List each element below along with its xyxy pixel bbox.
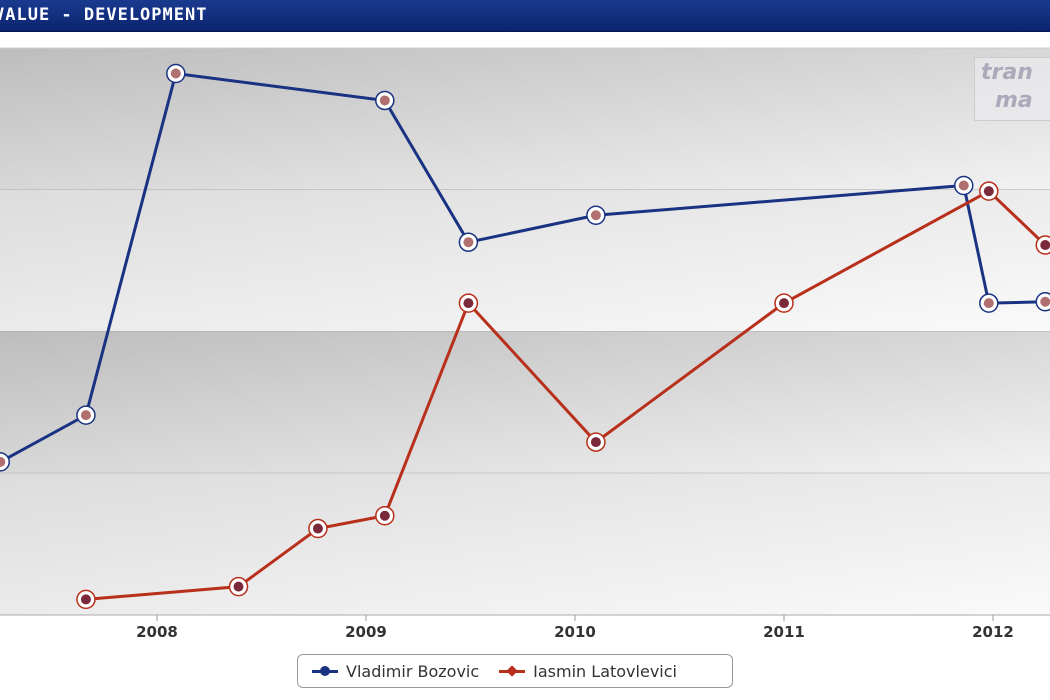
data-point-club-crest-icon: [586, 432, 606, 452]
x-tick-label: 2011: [763, 623, 805, 641]
data-point-club-crest-icon: [458, 293, 479, 313]
x-tick-label: 2009: [345, 623, 387, 641]
data-point-club-crest-icon: [1035, 235, 1050, 255]
crest-core: [590, 437, 601, 448]
data-point-club-crest-icon: [228, 576, 249, 597]
crest-core: [233, 581, 244, 592]
crest-core: [312, 523, 323, 534]
data-point-club-crest-icon: [586, 205, 606, 226]
x-tick-label: 2008: [136, 623, 178, 641]
crest-core: [80, 594, 91, 605]
legend-marker-icon: [499, 665, 526, 677]
legend-label: Vladimir Bozovic: [346, 661, 480, 681]
crest-core: [463, 237, 474, 248]
legend-label: Iasmin Latovlevici: [533, 661, 677, 681]
chart-title: VALUE - DEVELOPMENT: [0, 5, 208, 25]
crest-core: [0, 456, 6, 467]
data-point-club-crest-icon: [375, 506, 395, 526]
data-point-club-crest-icon: [166, 63, 186, 84]
crest-core: [379, 510, 390, 521]
legend-marker-icon: [312, 666, 338, 676]
x-tick-label: 2012: [972, 623, 1014, 641]
plot-band: [0, 331, 1050, 474]
logo-line1: tran: [981, 60, 1033, 85]
data-point-club-crest-icon: [774, 293, 794, 313]
data-point-club-crest-icon: [979, 181, 999, 201]
legend-item-latovlevici[interactable]: Iasmin Latovlevici: [499, 662, 677, 681]
data-point-club-crest-icon: [1035, 291, 1050, 312]
crest-core: [590, 210, 601, 221]
plot-band: [0, 189, 1050, 332]
data-point-club-crest-icon: [375, 90, 395, 111]
data-point-club-crest-icon: [953, 175, 974, 196]
crest-core: [1040, 240, 1050, 251]
crest-core: [983, 186, 994, 197]
crest-core: [170, 68, 181, 79]
crest-core: [1040, 296, 1050, 307]
crest-core: [463, 298, 474, 309]
data-point-club-crest-icon: [458, 232, 479, 252]
data-point-club-crest-icon: [308, 518, 328, 539]
chart-header: VALUE - DEVELOPMENT: [0, 0, 1050, 32]
legend-item-bozovic[interactable]: Vladimir Bozovic: [312, 662, 479, 681]
plot-band: [0, 48, 1050, 190]
x-tick-label: 2010: [554, 623, 596, 641]
chart-legend: Vladimir Bozovic Iasmin Latovlevici: [297, 654, 733, 688]
data-point-club-crest-icon: [76, 589, 96, 610]
crest-core: [983, 298, 994, 309]
transfermarkt-logo: tran ma: [974, 57, 1050, 121]
logo-line2: ma: [995, 88, 1033, 113]
data-point-club-crest-icon: [76, 405, 96, 425]
crest-core: [379, 95, 390, 106]
crest-core: [80, 410, 91, 421]
data-point-club-crest-icon: [0, 452, 10, 472]
crest-core: [958, 180, 969, 191]
data-point-club-crest-icon: [979, 293, 999, 313]
crest-core: [779, 298, 789, 309]
